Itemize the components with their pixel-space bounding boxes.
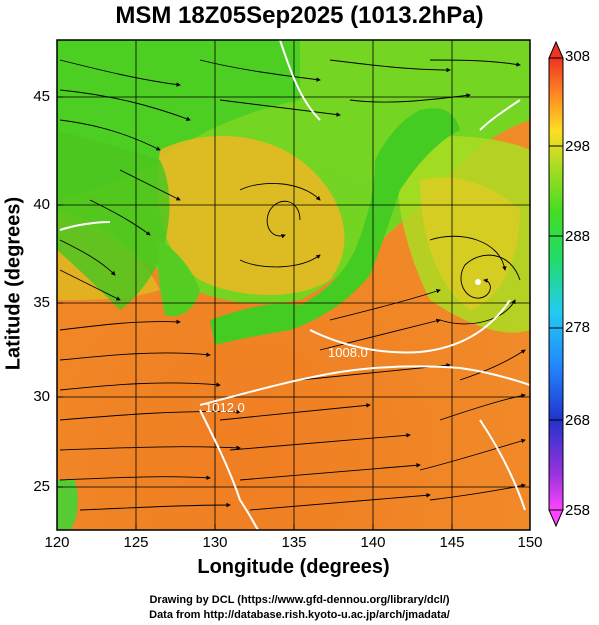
lon-tick-130: 130: [202, 534, 228, 551]
contour-label-1008: 1008.0: [328, 345, 368, 360]
colorbar-tick-308: 308: [565, 48, 591, 65]
low-pressure-center: [475, 279, 481, 285]
x-axis-label: Longitude (degrees): [197, 556, 390, 578]
colorbar: [548, 40, 564, 528]
chart-title: MSM 18Z05Sep2025 (1013.2hPa): [115, 2, 484, 29]
lat-lon-grid: [57, 40, 530, 530]
taiwan-land: [57, 480, 78, 530]
lat-tick-25: 25: [33, 478, 50, 495]
credit-line-data: Data from http://database.rish.kyoto-u.a…: [149, 609, 450, 621]
credit-line-drawing: Drawing by DCL (https://www.gfd-dennou.o…: [149, 594, 450, 606]
lat-tick-35: 35: [33, 294, 50, 311]
wind-streamlines: [59, 59, 526, 511]
lon-tick-145: 145: [439, 534, 465, 551]
lat-tick-30: 30: [33, 388, 50, 405]
colorbar-bottom-arrow: [548, 509, 564, 528]
map-area: 1008.0 1012.0: [57, 40, 530, 530]
colorbar-tick-258: 258: [565, 502, 591, 519]
contour-label-1012: 1012.0: [205, 400, 245, 415]
frame-ticks: [57, 96, 453, 530]
lon-tick-150: 150: [517, 534, 543, 551]
colorbar-tick-268: 268: [565, 412, 591, 429]
japan-islands: [210, 108, 460, 346]
lat-tick-45: 45: [33, 88, 50, 105]
lon-tick-135: 135: [281, 534, 307, 551]
lon-tick-125: 125: [123, 534, 149, 551]
colorbar-tick-298: 298: [565, 138, 591, 155]
colorbar-tick-278: 278: [565, 319, 591, 336]
colorbar-tick-288: 288: [565, 228, 591, 245]
japan-sea-warm-field: [157, 136, 345, 295]
lat-tick-40: 40: [33, 196, 50, 213]
colorbar-top-arrow: [548, 40, 564, 59]
lon-tick-140: 140: [360, 534, 386, 551]
continent-land: [57, 130, 170, 310]
korea-peninsula: [157, 240, 200, 317]
lon-tick-120: 120: [44, 534, 70, 551]
isobars: [59, 40, 530, 530]
